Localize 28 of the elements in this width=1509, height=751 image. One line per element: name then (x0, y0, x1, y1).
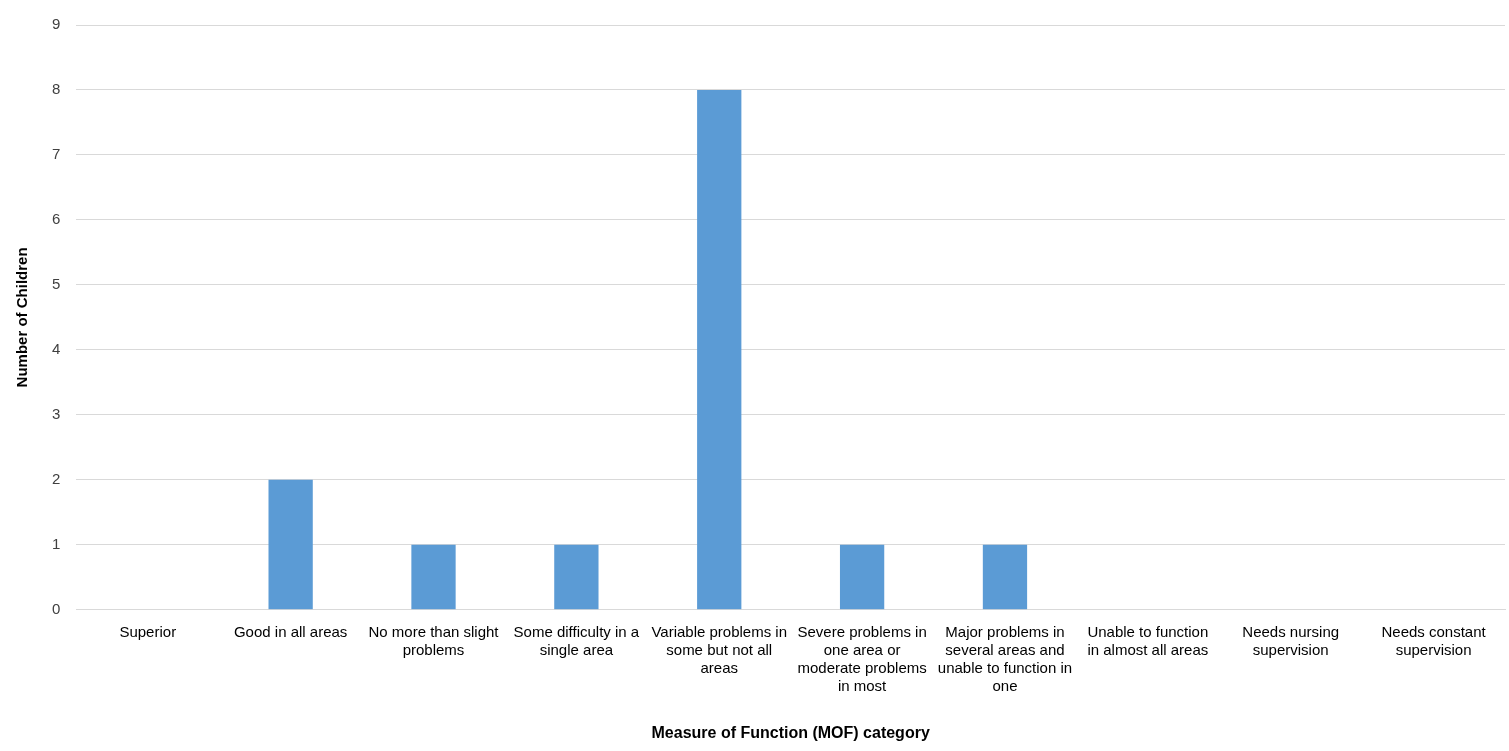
x-tick-label: Variable problems in some but not all areas (651, 622, 788, 676)
x-tick-label: Needs constant supervision (1381, 622, 1487, 658)
x-tick-label: Severe problems in one area or moderate problems in most (797, 622, 927, 694)
y-tick-label: 3 (52, 405, 61, 423)
bar (839, 544, 885, 610)
x-tick-label: Superior (119, 622, 177, 640)
y-axis-title: Number of Children (13, 247, 31, 388)
y-tick-label: 6 (52, 210, 61, 228)
y-tick-label: 9 (52, 15, 61, 33)
x-tick-label: Major problems in several areas and unable to function in one (937, 622, 1073, 694)
y-tick-label: 7 (52, 145, 61, 163)
bar (554, 544, 599, 610)
y-tick-label: 1 (52, 534, 61, 552)
bar (411, 544, 456, 610)
x-tick-label: Good in all areas (233, 622, 348, 640)
y-tick-label: 2 (52, 469, 61, 487)
x-axis-title: Measure of Function (MOF) category (651, 723, 930, 741)
x-tick-label: No more than slight problems (368, 622, 500, 658)
y-tick-label: 0 (52, 599, 61, 617)
bar (697, 89, 742, 610)
bar (268, 479, 313, 610)
y-tick-label: 4 (52, 340, 61, 358)
x-tick-label: Unable to function in almost all areas (1087, 622, 1209, 658)
x-tick-label: Some difficulty in a single area (513, 622, 640, 658)
x-tick-label: Needs nursing supervision (1242, 622, 1340, 658)
y-tick-label: 5 (52, 275, 61, 293)
bar (982, 544, 1028, 610)
y-tick-label: 8 (52, 80, 61, 98)
